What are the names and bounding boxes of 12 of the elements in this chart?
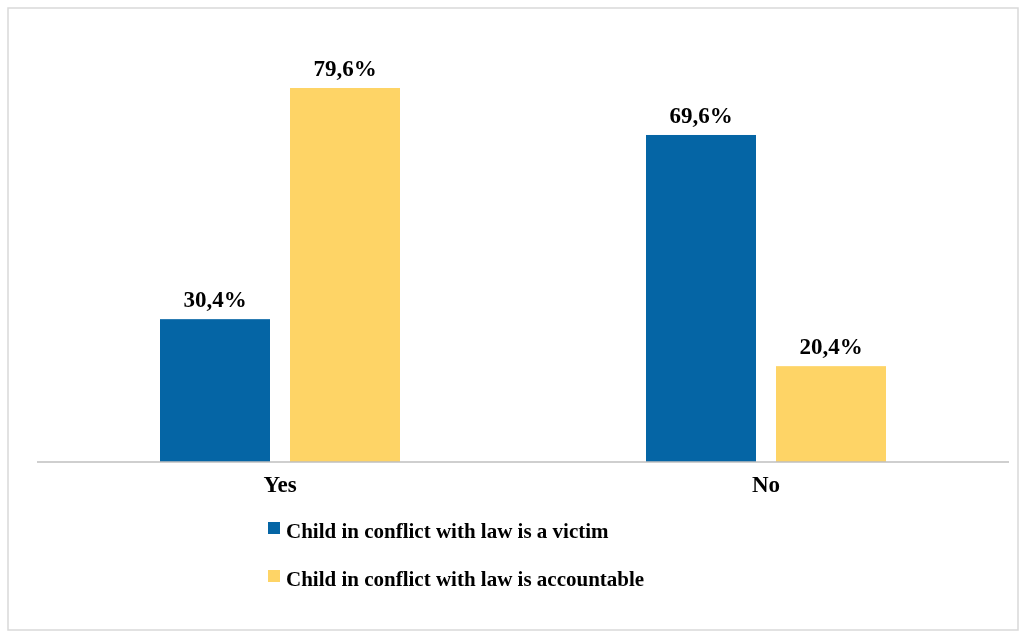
bar [290, 88, 400, 462]
legend-label: Child in conflict with law is a victim [286, 518, 610, 543]
bar [776, 366, 886, 462]
data-label: 79,6% [313, 56, 377, 81]
x-tick-label: No [751, 472, 781, 497]
legend-label: Child in conflict with law is accountable [286, 566, 645, 591]
bar [160, 319, 270, 462]
x-tick-label: Yes [263, 472, 297, 497]
data-label: 30,4% [183, 287, 247, 313]
bar [646, 134, 756, 462]
data-label: 69,6% [669, 102, 733, 128]
data-label: 20,4% [799, 334, 863, 360]
